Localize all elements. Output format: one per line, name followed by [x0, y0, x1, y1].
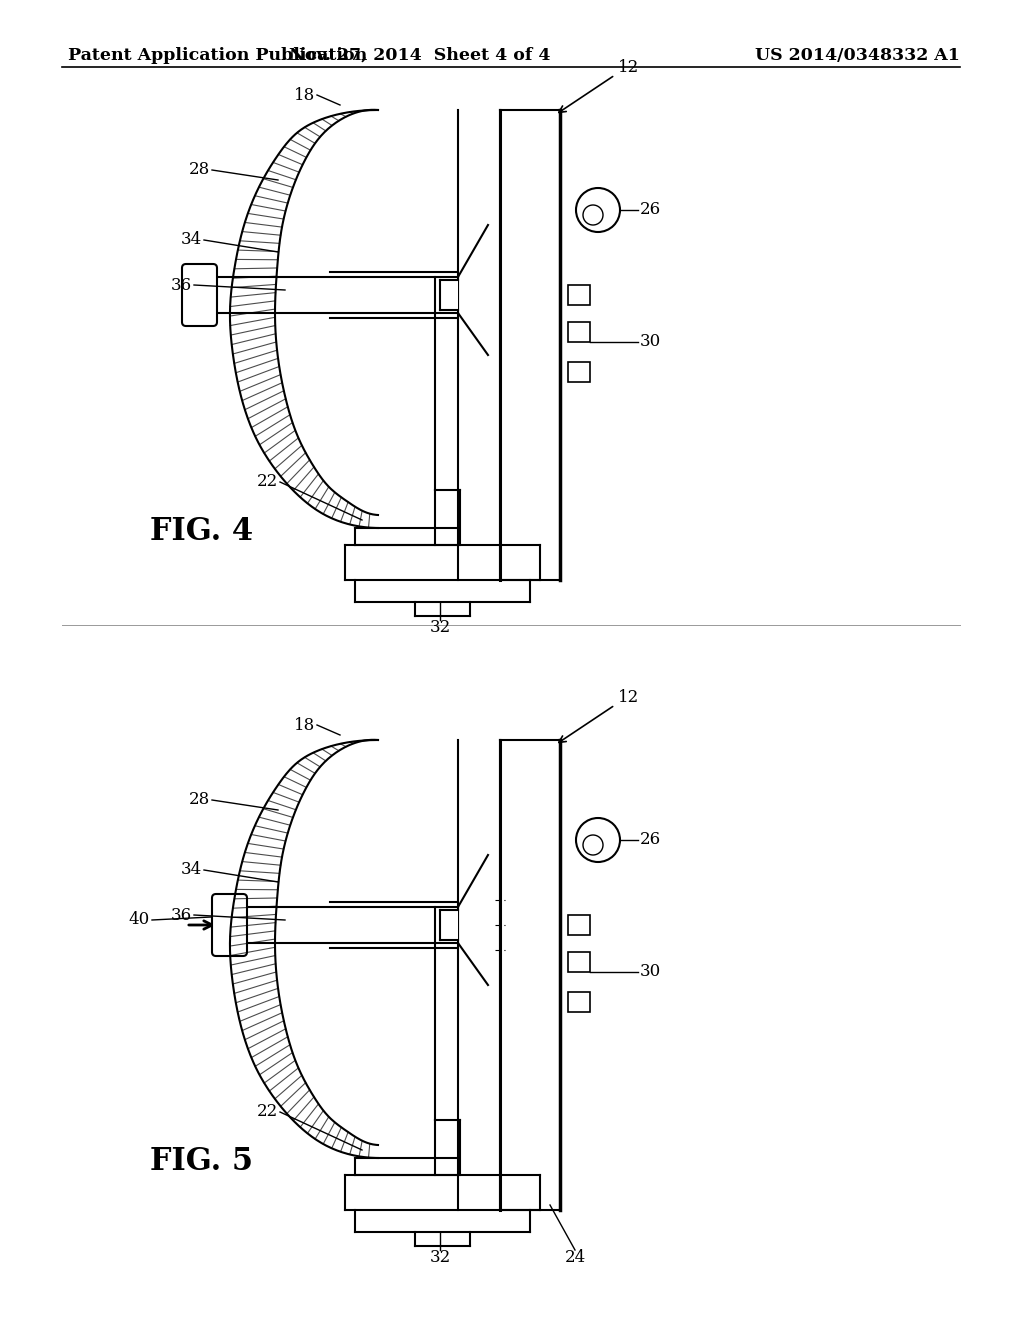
Bar	[568, 322, 590, 342]
Text: 28: 28	[188, 792, 210, 808]
Text: 30: 30	[640, 334, 662, 351]
Bar	[345, 545, 540, 579]
Bar	[568, 993, 590, 1012]
Bar	[345, 1180, 540, 1210]
Text: 32: 32	[429, 619, 451, 636]
Text: 24: 24	[564, 1250, 586, 1266]
Bar	[500, 741, 560, 1210]
Text: 40: 40	[129, 912, 150, 928]
Text: 22: 22	[257, 474, 278, 491]
Bar	[458, 741, 500, 1210]
Bar	[208, 277, 458, 313]
Text: 26: 26	[640, 832, 662, 849]
Text: 32: 32	[429, 1250, 451, 1266]
Text: Nov. 27, 2014  Sheet 4 of 4: Nov. 27, 2014 Sheet 4 of 4	[289, 46, 551, 63]
Bar	[440, 909, 458, 940]
FancyBboxPatch shape	[212, 894, 247, 956]
Text: FIG. 4: FIG. 4	[150, 516, 253, 548]
Text: 34: 34	[181, 231, 202, 248]
Bar	[568, 915, 590, 935]
Text: 12: 12	[618, 689, 639, 706]
Text: 28: 28	[188, 161, 210, 178]
Bar	[500, 110, 560, 579]
Bar	[435, 1119, 460, 1175]
Bar	[330, 902, 458, 948]
Bar	[440, 280, 458, 310]
Bar	[345, 1175, 540, 1210]
Bar	[218, 902, 478, 948]
Text: 22: 22	[257, 1104, 278, 1121]
Bar	[238, 907, 458, 942]
Bar	[355, 1158, 458, 1175]
Text: 30: 30	[640, 964, 662, 981]
Text: 26: 26	[640, 202, 662, 219]
Text: 18: 18	[294, 87, 315, 103]
Bar	[435, 490, 460, 545]
Text: 12: 12	[618, 59, 639, 77]
Polygon shape	[230, 739, 378, 1158]
Bar	[568, 362, 590, 381]
Bar	[355, 528, 458, 545]
Text: FIG. 5: FIG. 5	[150, 1147, 253, 1177]
Bar	[568, 952, 590, 972]
Bar	[458, 110, 500, 579]
Bar	[345, 550, 540, 579]
Bar	[568, 285, 590, 305]
FancyBboxPatch shape	[182, 264, 217, 326]
Bar	[188, 272, 478, 318]
Text: 34: 34	[181, 862, 202, 879]
Text: 36: 36	[171, 276, 193, 293]
Text: 36: 36	[171, 907, 193, 924]
Text: 18: 18	[294, 717, 315, 734]
Text: US 2014/0348332 A1: US 2014/0348332 A1	[755, 46, 961, 63]
Polygon shape	[230, 110, 378, 528]
Text: Patent Application Publication: Patent Application Publication	[68, 46, 368, 63]
Bar	[330, 272, 458, 318]
